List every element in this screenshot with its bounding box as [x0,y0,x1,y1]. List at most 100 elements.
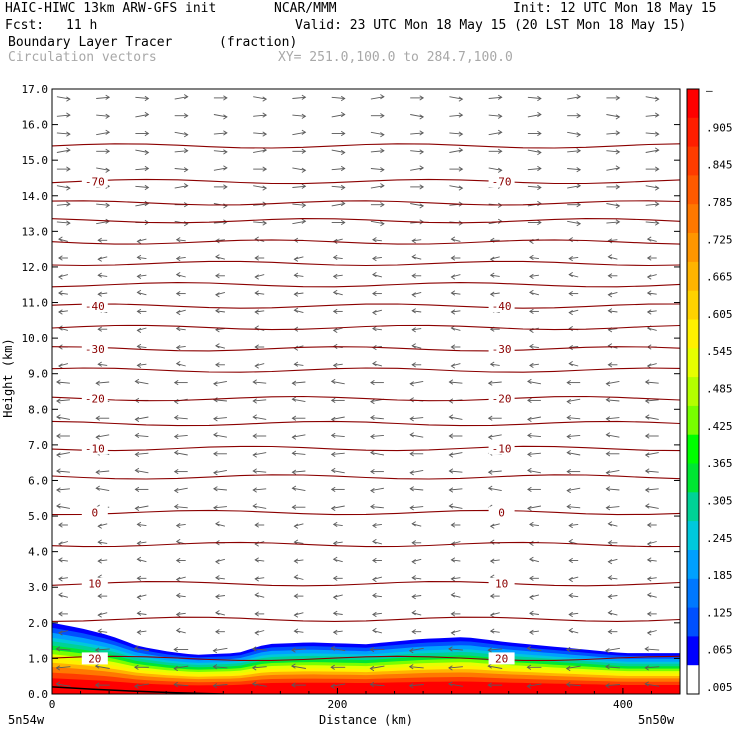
wind-vector-head [537,149,542,156]
isotherm-line [52,581,680,587]
wind-vector-head [254,363,259,369]
wind-vector [291,665,306,669]
wind-vector-head [144,200,150,207]
wind-vector [372,576,383,580]
wind-vector [253,399,267,402]
wind-vector-head [408,664,414,670]
wind-vector-head [450,363,456,369]
wind-vector [645,683,660,687]
wind-vector [647,310,657,313]
wind-vector-head [95,434,100,440]
wind-vector [331,114,345,118]
wind-vector [135,168,149,171]
wind-vector [174,665,189,669]
wind-vector-head [565,681,571,688]
wind-vector [566,665,581,669]
colorbar-label: .545 [706,345,733,358]
wind-vector [137,523,147,527]
wind-vector-head [252,398,257,404]
wind-vector [174,417,188,420]
wind-vector-head [330,664,335,670]
wind-vector-head [134,486,140,492]
wind-vector [449,470,463,473]
wind-vector-head [97,291,102,297]
wind-vector-head [529,362,534,368]
wind-vector [294,576,304,580]
wind-vector-head [529,254,534,260]
wind-vector-head [380,94,385,100]
colorbar-label: .005 [706,681,733,694]
wind-vector-head [529,540,534,546]
wind-vector [490,292,500,295]
wind-vector-head [144,149,150,156]
wind-vector [412,239,422,242]
wind-vector [608,523,618,527]
wind-vector-head [372,237,377,243]
wind-vector-head [372,310,377,316]
wind-vector-head [175,627,181,634]
wind-vector [371,80,384,81]
wind-vector [488,381,502,384]
wind-vector-head [450,236,456,242]
wind-vector-head [411,521,416,527]
wind-vector-head [527,467,532,473]
wind-vector [96,470,110,473]
wind-vector-head [605,470,611,476]
wind-vector [645,488,659,491]
isotherm-label-bg [488,442,515,455]
wind-vector [98,541,108,544]
wind-vector-head [646,541,652,547]
wind-vector [569,309,579,314]
wind-vector-head [94,647,100,653]
isotherm-line [52,420,680,427]
wind-vector-head [58,255,63,261]
wind-vector-head [489,523,495,529]
wind-vector-head [419,95,425,101]
wind-vector [255,594,265,598]
wind-vector [213,684,228,687]
wind-vector-head [489,612,495,618]
wind-vector-head [489,361,495,367]
wind-vector-head [95,485,100,491]
wind-vector-head [340,111,346,118]
colorbar-label: .905 [706,121,733,134]
wind-vector-head [568,361,573,367]
wind-vector [412,523,422,527]
isotherm-line [52,324,680,331]
wind-vector-head [450,557,456,563]
wind-vector [332,80,345,81]
wind-vector-head [95,415,100,421]
wind-vector-head [340,200,346,207]
wind-vector [174,150,188,153]
wind-vector-head [332,521,338,527]
colorbar-label: .425 [706,420,733,433]
wind-vector [372,274,383,278]
wind-vector [331,416,345,420]
wind-vector [333,274,343,277]
wind-vector-head [340,165,346,172]
wind-vector-head [370,415,375,421]
wind-vector [331,647,346,652]
wind-vector [174,96,188,100]
wind-vector [647,559,657,562]
wind-vector [410,434,424,438]
wind-vector-head [419,130,425,136]
xy-range: XY= 251.0,100.0 to 284.7,100.0 [278,50,513,65]
wind-vector-head [291,380,297,386]
wind-vector-head [605,397,611,403]
wind-vector-head [340,219,346,226]
wind-vector-head [576,202,582,208]
wind-vector [608,256,618,260]
wind-vector [410,380,424,385]
wind-vector-head [144,165,150,172]
wind-vector [527,434,541,438]
wind-vector [95,648,110,651]
wind-vector [56,221,70,224]
isotherm-line [52,200,680,206]
wind-vector-head [293,558,299,564]
wind-vector [529,291,540,296]
y-tick-label: 10.0 [22,332,49,345]
wind-vector [451,238,461,242]
wind-vector-head [105,167,111,173]
wind-vector-head [254,309,259,315]
